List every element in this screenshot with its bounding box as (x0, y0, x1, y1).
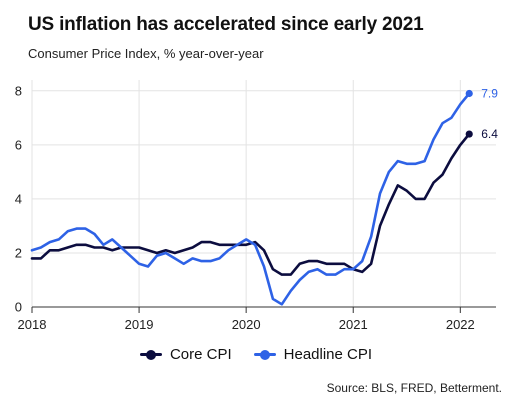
legend: Core CPI Headline CPI (0, 346, 512, 363)
chart-subtitle: Consumer Price Index, % year-over-year (28, 46, 264, 61)
x-tick-label: 2019 (125, 317, 154, 332)
series-line-headline (30, 92, 471, 306)
y-tick-label: 6 (15, 137, 22, 152)
x-tick-label: 2018 (18, 317, 47, 332)
legend-swatch-core (139, 349, 162, 360)
series-line-core (30, 132, 471, 276)
x-tick-label: 2020 (232, 317, 261, 332)
legend-item-headline: Headline CPI (253, 346, 373, 363)
legend-swatch-headline (253, 349, 276, 360)
series-end-label-headline: 7.9 (481, 87, 498, 101)
chart-title: US inflation has accelerated since early… (28, 14, 424, 35)
y-tick-label: 0 (15, 300, 22, 315)
y-tick-label: 8 (15, 83, 22, 98)
y-tick-label: 2 (15, 245, 22, 260)
series-end-marker-headline (465, 89, 473, 98)
series-end-label-core: 6.4 (481, 127, 498, 141)
x-tick-label: 2021 (339, 317, 368, 332)
x-tick-label: 2022 (446, 317, 475, 332)
cpi-line-chart: 0 2 4 6 8 2018 2019 2020 2021 2022 6.4 7.9 (15, 80, 498, 332)
source-note: Source: BLS, FRED, Betterment. (326, 381, 502, 395)
series-end-marker-core (465, 130, 473, 138)
legend-label-core: Core CPI (169, 346, 232, 363)
legend-label-headline: Headline CPI (283, 346, 373, 363)
legend-item-core: Core CPI (139, 346, 232, 363)
y-tick-label: 4 (15, 191, 22, 206)
